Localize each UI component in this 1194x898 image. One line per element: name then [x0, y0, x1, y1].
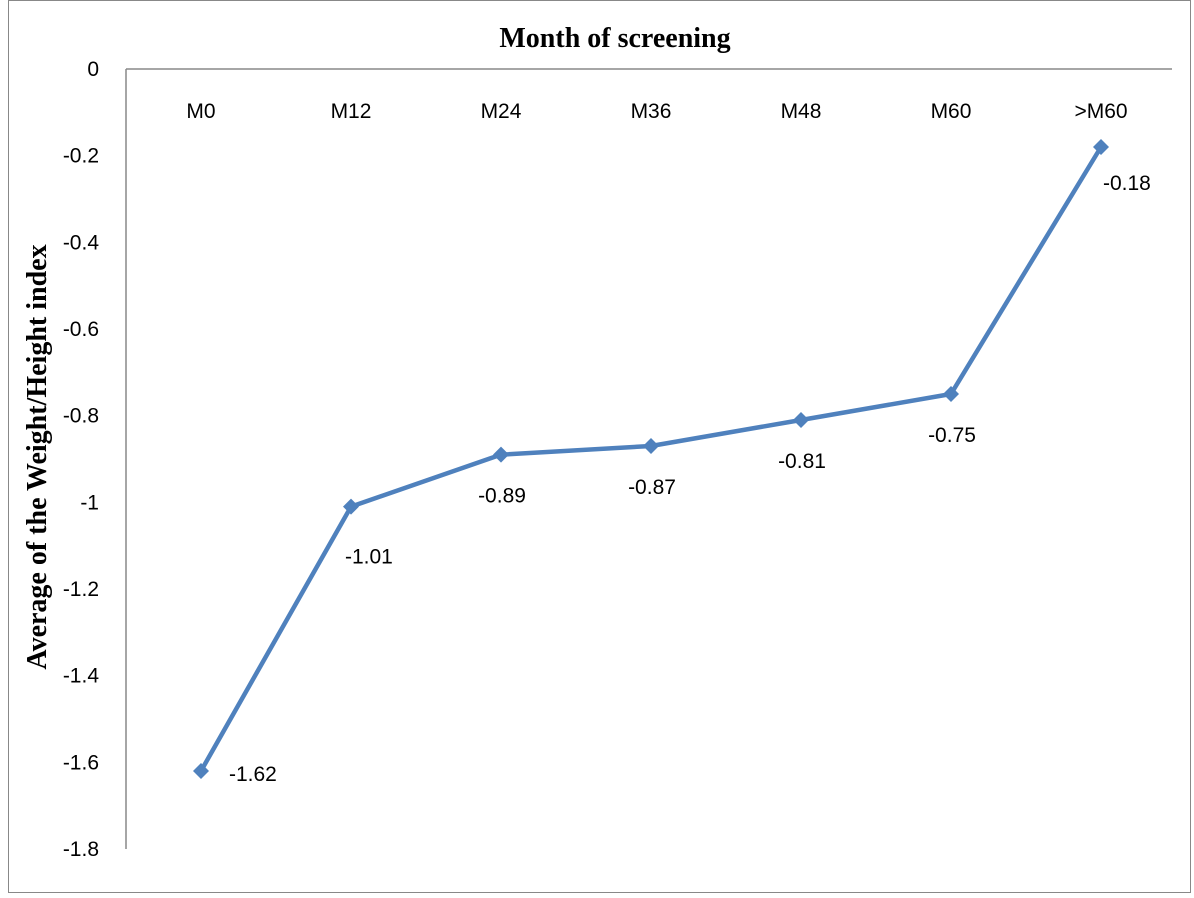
- y-axis-label: Average of the Weight/Height index: [22, 244, 53, 669]
- data-point-marker: [943, 386, 959, 402]
- data-point-marker: [193, 763, 209, 779]
- data-point-marker: [343, 498, 359, 515]
- category-label: M0: [186, 100, 215, 123]
- y-tick-label: -1.6: [63, 751, 99, 774]
- data-point-marker: [1093, 139, 1109, 155]
- chart-frame: [8, 0, 1191, 893]
- category-label: >M60: [1074, 100, 1127, 123]
- category-label: M48: [781, 100, 822, 123]
- y-tick-label: -1.4: [63, 665, 100, 688]
- category-label: M24: [481, 100, 522, 123]
- data-label: -0.18: [1103, 172, 1151, 195]
- data-label: -0.87: [628, 476, 676, 499]
- data-label: -0.81: [778, 450, 826, 473]
- series-group: [193, 139, 1109, 779]
- series-line: [199, 145, 1103, 773]
- y-tick-label: -1.8: [63, 838, 99, 861]
- data-point-marker: [493, 446, 509, 463]
- y-tick-label: -0.8: [63, 405, 99, 428]
- axes: [125, 68, 1172, 849]
- data-label: -1.62: [229, 763, 277, 786]
- y-tick-label: 0: [87, 58, 99, 81]
- data-label: -1.01: [345, 546, 393, 569]
- category-labels: M0 M12 M24 M36 M48 M60 >M60: [186, 100, 1127, 123]
- chart-title: Month of screening: [499, 23, 730, 54]
- data-label: -0.89: [478, 485, 526, 508]
- y-tick-label: -1: [80, 491, 99, 514]
- data-point-marker: [643, 438, 659, 454]
- y-tick-labels: 0 -0.2 -0.4 -0.6 -0.8 -1 -1.2 -1.4 -1.6 -1.8: [63, 58, 100, 861]
- y-tick-label: -0.2: [63, 145, 99, 168]
- data-point-marker: [793, 412, 809, 428]
- category-label: M60: [931, 100, 972, 123]
- data-labels: -1.62 -1.01 -0.89 -0.87 -0.81 -0.75 -0.18: [229, 172, 1151, 786]
- y-tick-label: -0.4: [63, 231, 100, 254]
- category-label: M36: [631, 100, 672, 123]
- data-label: -0.75: [928, 424, 976, 447]
- y-tick-label: -0.6: [63, 318, 99, 341]
- category-label: M12: [331, 100, 372, 123]
- y-tick-label: -1.2: [63, 578, 99, 601]
